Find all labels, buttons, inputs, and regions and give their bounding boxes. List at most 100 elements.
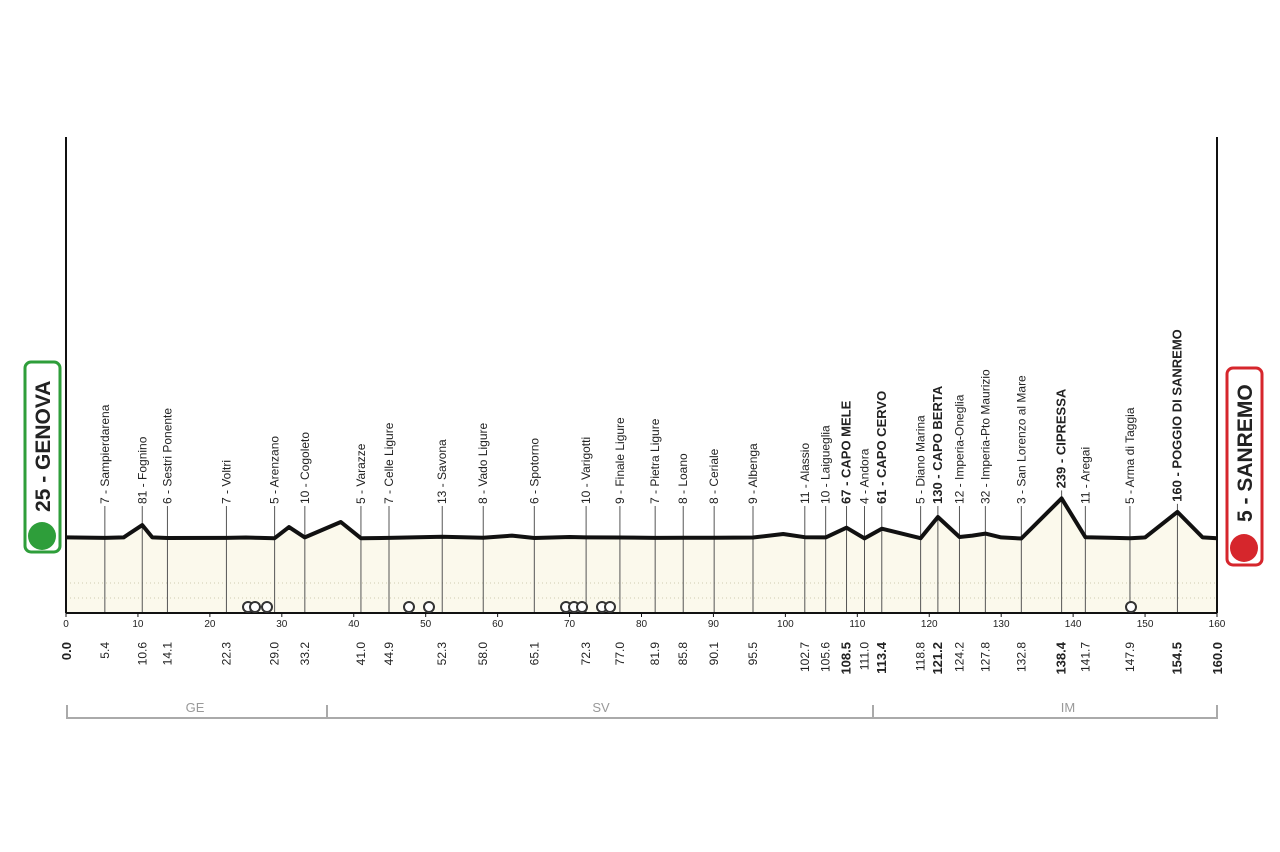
finish-icon [1230,534,1258,562]
waypoint-km: 10.6 [135,642,149,666]
waypoint-km: 52.3 [435,642,449,666]
tunnel-icon [249,601,261,613]
province-label: IM [1061,700,1075,715]
x-tick-label: 80 [636,619,648,630]
start-icon [28,522,56,550]
tunnel-icon [403,601,415,613]
waypoint-label: 6 - Spotorno [527,438,541,504]
x-tick-label: 70 [564,619,576,630]
waypoint-label: 67 - CAPO MELE [839,400,854,504]
waypoint-km: 33.2 [298,642,312,666]
waypoint-label: 32 - Imperia-Pto Maurizio [978,369,992,504]
waypoint-km: 44.9 [382,642,396,666]
plot: 7 - Sampierdarena 5.4 81 - Fognino 10.6 6 - … [59,137,1226,675]
province-label: SV [592,700,610,715]
start-label: 25 - GENOVA [32,381,55,512]
waypoint-km: 138.4 [1054,641,1069,674]
x-tick-label: 60 [492,619,504,630]
province-bar [66,705,1218,719]
waypoint-label: 5 - Diano Marina [914,415,928,504]
waypoint-label: 160 - POGGIO DI SANREMO [1169,329,1184,502]
waypoint-km: 154.5 [1169,642,1184,675]
waypoint-km: 22.3 [219,642,233,666]
waypoint-label: 13 - Savona [435,439,449,504]
waypoint-label: 9 - Albenga [746,443,760,504]
x-tick-label: 120 [921,619,938,630]
finish-box: 5 - SANREMO [1225,366,1264,567]
x-tick-label: 0 [63,619,69,630]
waypoint-km: 5.4 [98,642,112,659]
waypoint-km: 29.0 [268,642,282,666]
waypoint-km: 121.2 [930,642,945,675]
start-box: 25 - GENOVA [23,360,62,554]
x-tick-label: 110 [849,619,865,630]
waypoint-km: 108.5 [839,642,854,675]
waypoint-label: 7 - Pietra Ligure [648,418,662,504]
waypoint-km: 105.6 [819,642,833,672]
endpoint-km: 0.0 [59,642,74,660]
tunnel-icon [423,601,435,613]
tunnel-icon [1125,601,1137,613]
province-bracket [66,705,1218,719]
waypoint-label: 5 - Varazze [354,443,368,504]
waypoint-km: 95.5 [746,642,760,666]
start-frame [23,360,62,554]
waypoint-km: 127.8 [978,642,992,672]
waypoint-label: 9 - Finale Ligure [613,417,627,504]
x-tick-label: 10 [132,619,144,630]
waypoint-label: 3 - San Lorenzo al Mare [1014,375,1028,504]
waypoint-km: 72.3 [579,642,593,666]
waypoint-km: 90.1 [707,642,721,666]
waypoint-label: 5 - Arma di Taggia [1123,407,1137,504]
endpoint-km: 160.0 [1210,642,1225,675]
profile-line [65,496,1218,541]
waypoint-label: 8 - Loano [676,453,690,504]
waypoint-km: 147.9 [1123,642,1137,672]
waypoint-label: 5 - Arenzano [268,436,282,504]
waypoint-km: 124.2 [952,642,966,672]
waypoint-km: 65.1 [527,642,541,666]
tunnel-icon [261,601,273,613]
x-tick-label: 50 [420,619,432,630]
x-tick-label: 30 [276,619,288,630]
x-tick-label: 20 [204,619,216,630]
waypoint-label: 4 - Andora [858,448,872,504]
waypoint-label: 7 - Sampierdarena [98,404,112,504]
x-tick-label: 130 [993,619,1010,630]
waypoint-km: 113.4 [874,641,889,674]
waypoint-km: 81.9 [648,642,662,666]
profile-area [66,498,1217,613]
tunnel-icon [604,601,616,613]
x-tick-label: 100 [777,619,794,630]
waypoint-label: 12 - Imperia-Oneglia [952,394,966,504]
waypoint-label: 11 - Alassio [798,443,812,504]
waypoint-label: 130 - CAPO BERTA [930,385,945,504]
waypoint-label: 10 - Cogoleto [298,432,312,504]
finish-label: 5 - SANREMO [1234,384,1257,522]
waypoint-km: 85.8 [676,642,690,666]
waypoint-label: 10 - Laigueglia [819,425,833,504]
waypoint-label: 6 - Sestri Ponente [160,408,174,504]
waypoint-label: 8 - Vado Ligure [476,423,490,504]
waypoint-km: 77.0 [613,642,627,666]
waypoint-km: 141.7 [1078,642,1092,672]
waypoint-km: 58.0 [476,642,490,666]
waypoint-label: 239 - CIPRESSA [1054,388,1069,488]
x-tick-label: 140 [1065,619,1082,630]
waypoint-label: 10 - Varigotti [579,437,593,504]
x-tick-label: 150 [1137,619,1154,630]
x-tick-label: 160 [1209,619,1226,630]
waypoint-km: 41.0 [354,642,368,666]
finish-frame [1225,366,1264,567]
tunnel-icon [576,601,588,613]
waypoint-km: 102.7 [798,642,812,672]
tunnel-icons [242,601,1137,613]
province-label: GE [186,700,205,715]
x-tick-label: 90 [708,619,720,630]
waypoint-label: 61 - CAPO CERVO [874,391,889,504]
waypoint-label: 11 - Aregai [1078,447,1092,504]
waypoint-label: 7 - Celle Ligure [382,422,396,504]
waypoint-km: 118.8 [914,642,928,671]
